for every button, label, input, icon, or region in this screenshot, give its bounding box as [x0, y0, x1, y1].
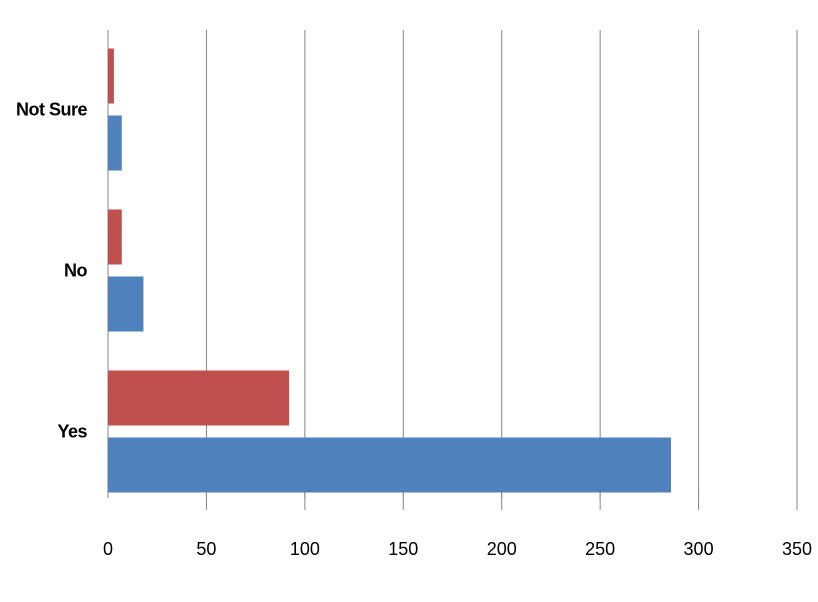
bar — [108, 48, 114, 104]
y-tick-label: No — [64, 260, 87, 280]
bar — [108, 209, 122, 265]
bar — [108, 115, 122, 171]
x-tick-label: 100 — [290, 539, 320, 559]
x-tick-label: 150 — [388, 539, 418, 559]
y-tick-label: Not Sure — [16, 99, 87, 119]
x-tick-label: 0 — [103, 539, 113, 559]
x-tick-label: 300 — [684, 539, 714, 559]
bar — [108, 437, 672, 493]
y-tick-label: Yes — [57, 421, 87, 441]
bar — [108, 276, 144, 332]
x-tick-label: 350 — [782, 539, 812, 559]
x-tick-label: 200 — [487, 539, 517, 559]
x-tick-label: 250 — [585, 539, 615, 559]
x-tick-label: 50 — [196, 539, 216, 559]
bar — [108, 370, 290, 426]
